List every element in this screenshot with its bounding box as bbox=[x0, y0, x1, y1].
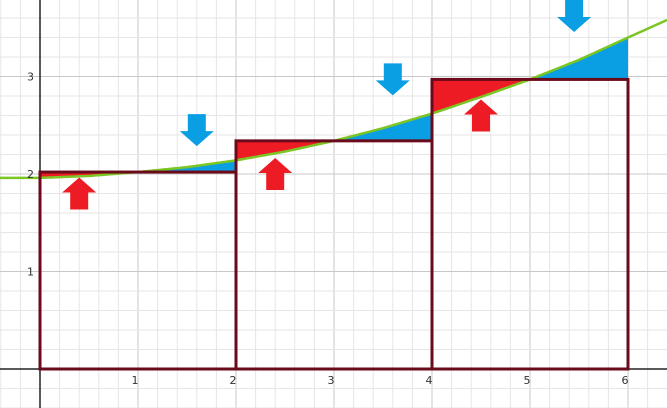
up-arrow bbox=[62, 177, 97, 210]
down-arrow bbox=[179, 114, 214, 147]
down-arrow bbox=[375, 63, 410, 96]
underestimate-region bbox=[138, 160, 236, 173]
x-tick-label: 5 bbox=[524, 374, 531, 387]
up-arrow bbox=[464, 99, 498, 132]
riemann-rectangle bbox=[430, 77, 630, 371]
arrows bbox=[62, 0, 592, 210]
underestimate-region bbox=[530, 37, 628, 80]
underestimate-region bbox=[334, 113, 432, 141]
x-tick-label: 2 bbox=[230, 374, 237, 387]
tick-labels: 1 2 3 4 5 6 1 2 3 bbox=[27, 71, 629, 388]
riemann-rectangles bbox=[38, 77, 630, 371]
x-tick-label: 1 bbox=[132, 374, 139, 387]
x-tick-label: 4 bbox=[426, 374, 433, 387]
y-tick-label: 3 bbox=[27, 71, 34, 84]
y-tick-label: 1 bbox=[27, 266, 34, 279]
x-tick-label: 6 bbox=[622, 374, 629, 387]
x-tick-label: 3 bbox=[328, 374, 335, 387]
down-arrow bbox=[557, 0, 592, 33]
up-arrow bbox=[258, 158, 293, 190]
y-tick-label: 2 bbox=[27, 168, 34, 181]
